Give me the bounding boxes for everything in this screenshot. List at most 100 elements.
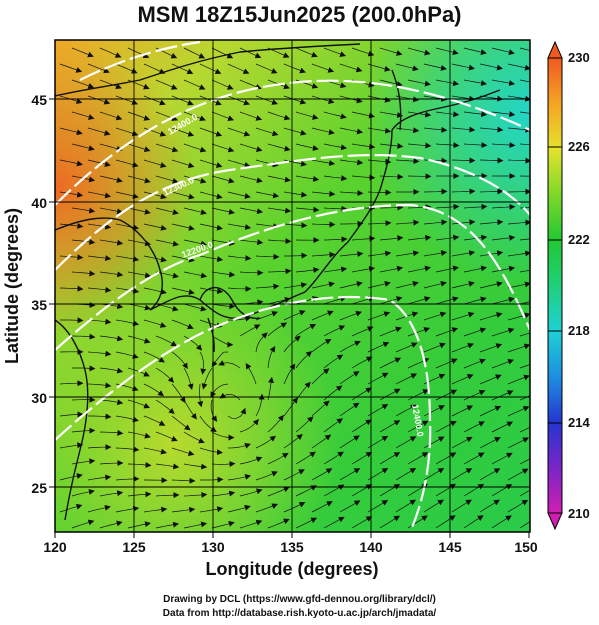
- streamline-arrow: [127, 521, 151, 529]
- streamline-arrow: [463, 452, 485, 465]
- streamline-arrow: [351, 265, 376, 273]
- streamline-arrow: [211, 461, 236, 468]
- streamline-arrow: [283, 191, 308, 198]
- streamline-arrow: [407, 142, 432, 149]
- streamline-arrow: [227, 285, 252, 292]
- streamline-arrow: [295, 324, 317, 337]
- streamline-arrow: [283, 335, 301, 353]
- streamline-arrow: [183, 399, 197, 420]
- streamline-arrow: [267, 175, 291, 183]
- streamline-arrow: [491, 390, 514, 401]
- streamline-arrow: [395, 373, 418, 385]
- streamline-arrow: [507, 63, 530, 71]
- streamline-arrow: [87, 255, 112, 262]
- streamline-arrow: [283, 222, 308, 229]
- streamline-arrow: [127, 303, 151, 311]
- streamline-arrow: [87, 504, 111, 513]
- streamline-arrow: [239, 143, 263, 152]
- coastlines: [55, 43, 501, 521]
- streamline-arrow: [395, 219, 420, 226]
- streamline-arrow: [339, 310, 363, 321]
- streamline-arrow: [379, 79, 403, 88]
- streamline-arrow: [115, 63, 138, 74]
- streamline-arrow: [71, 488, 95, 497]
- streamline-arrow: [87, 95, 111, 105]
- streamline-arrow: [479, 405, 502, 417]
- streamline-arrow: [143, 447, 167, 455]
- streamline-arrow: [127, 431, 151, 439]
- x-tick-label: 135: [280, 539, 304, 555]
- japan-coastline-south: [149, 129, 393, 319]
- streamline-arrow: [183, 303, 207, 312]
- streamline-arrow: [59, 254, 84, 261]
- streamline-arrow: [127, 207, 151, 215]
- streamline-arrow: [115, 475, 140, 482]
- streamline-arrow: [435, 515, 456, 529]
- streamline-arrow: [171, 383, 186, 404]
- streamline-arrow: [127, 111, 151, 121]
- streamline-arrow: [71, 111, 95, 120]
- streamline-arrow: [211, 143, 235, 153]
- streamline-arrow: [479, 499, 500, 513]
- streamline-arrow: [201, 367, 213, 390]
- colorbar-min-arrow: [547, 512, 563, 531]
- streamline-arrow: [143, 223, 167, 231]
- streamline-arrow: [267, 111, 291, 121]
- streamline-arrow: [211, 271, 236, 278]
- streamline-arrow: [423, 63, 447, 71]
- streamline-arrow: [463, 142, 488, 149]
- streamline-arrow: [351, 484, 373, 497]
- streamline-arrow: [199, 255, 224, 263]
- streamline-arrow: [155, 207, 179, 215]
- streamline-arrow: [351, 111, 375, 119]
- streamline-arrow: [143, 159, 167, 168]
- streamline-arrow: [59, 473, 83, 481]
- streamline-arrow: [255, 191, 280, 199]
- streamline-arrow: [395, 280, 419, 289]
- streamline-arrow: [171, 415, 191, 431]
- contour-line: [55, 154, 530, 271]
- streamline-arrow: [227, 474, 252, 481]
- streamline-arrow: [295, 47, 318, 58]
- streamline-arrow: [451, 63, 475, 71]
- streamline-arrow: [267, 486, 290, 497]
- streamline-arrow: [183, 491, 208, 498]
- streamline-arrow: [451, 405, 474, 417]
- streamline-arrow: [183, 207, 207, 215]
- streamline-arrow: [479, 312, 503, 321]
- streamline-arrow: [87, 159, 111, 167]
- streamline-arrow: [71, 519, 95, 529]
- streamline-arrow: [87, 63, 110, 74]
- x-axis-label: Longitude (degrees): [205, 559, 378, 579]
- streamline-arrow: [239, 456, 263, 465]
- streamline-arrow: [491, 79, 516, 87]
- streamline-arrow: [407, 327, 431, 337]
- streamline-arrow: [340, 220, 364, 227]
- streamline-arrow: [491, 296, 515, 305]
- streamline-arrow: [155, 175, 179, 184]
- streamline-arrow: [323, 266, 348, 273]
- x-tick-label: 120: [43, 539, 67, 555]
- streamline-arrow: [199, 95, 222, 106]
- streamline-arrow: [211, 111, 235, 121]
- streamline-arrow: [367, 281, 391, 289]
- streamline-arrow: [267, 322, 288, 337]
- streamline-arrow: [59, 159, 83, 167]
- streamline-arrow: [379, 452, 401, 465]
- streamline-arrow: [295, 175, 320, 182]
- streamline-arrow: [267, 143, 291, 152]
- streamline-arrow: [323, 385, 343, 401]
- streamline-arrow: [71, 458, 96, 465]
- streamline-arrow: [199, 506, 224, 513]
- streamline-arrow: [395, 158, 420, 165]
- streamline-arrow: [311, 468, 333, 481]
- streamline-arrow: [451, 157, 476, 164]
- streamline-arrow: [295, 485, 317, 497]
- streamline-arrow: [239, 488, 263, 497]
- streamline-arrow: [155, 271, 179, 279]
- y-tick-label: 25: [31, 480, 47, 496]
- streamline-arrow: [351, 387, 372, 401]
- streamline-arrow: [407, 79, 431, 87]
- y-axis-label: Latitude (degrees): [2, 208, 22, 364]
